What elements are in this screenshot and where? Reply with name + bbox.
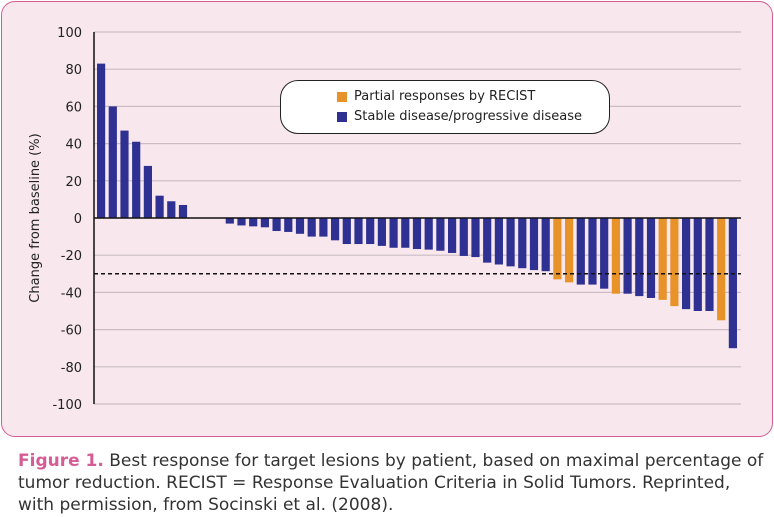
bar: [681, 218, 691, 310]
bar: [272, 218, 281, 232]
figure-caption: Figure 1. Best response for target lesio…: [18, 450, 768, 516]
caption-text: Best response for target lesions by pati…: [18, 451, 764, 515]
y-tick-label: 0: [74, 212, 82, 227]
y-tick-label: 40: [65, 138, 82, 153]
bar: [658, 218, 667, 300]
figure-frame: 100 80 60 40 20 0 -20 -40 -60 -80 -100 Change from …: [1, 1, 773, 437]
bar: [471, 218, 480, 258]
bar: [108, 106, 117, 218]
caption-label: Figure 1.: [18, 451, 104, 471]
legend-label: Partial responses by RECIST: [354, 89, 536, 104]
bar: [518, 218, 527, 269]
bar: [611, 218, 620, 294]
y-tick-label: 20: [65, 175, 82, 190]
bar: [155, 195, 164, 218]
bar: [178, 204, 188, 218]
bar: [389, 218, 398, 248]
bar: [447, 218, 457, 253]
bar: [330, 218, 340, 241]
bar: [494, 218, 503, 265]
bar: [600, 218, 609, 289]
bar: [459, 218, 468, 256]
y-tick-label: 100: [57, 26, 82, 41]
bar: [670, 218, 679, 307]
bar: [366, 218, 375, 245]
bar: [541, 218, 550, 272]
bar: [424, 218, 433, 250]
y-tick-label: -40: [61, 286, 82, 301]
bar: [506, 218, 515, 267]
y-tick-label: -60: [61, 324, 82, 339]
bar: [717, 218, 726, 321]
y-tick-label: -20: [61, 249, 82, 264]
bar: [553, 218, 562, 280]
bar: [588, 218, 597, 285]
bar: [249, 218, 258, 227]
bar: [646, 218, 656, 298]
bar: [237, 218, 246, 226]
bar: [635, 218, 644, 297]
bar: [412, 218, 422, 250]
bar: [705, 218, 714, 311]
y-tick-label: -80: [61, 361, 82, 376]
bar: [319, 218, 328, 237]
bar: [260, 218, 269, 228]
bar: [483, 218, 492, 263]
legend-item-stable: Stable disease/progressive disease: [337, 109, 582, 124]
bar: [132, 141, 141, 218]
bar: [436, 218, 445, 251]
bar: [284, 218, 293, 232]
bar: [623, 218, 632, 294]
bar: [225, 218, 234, 224]
y-tick-label: -100: [52, 398, 82, 413]
bar: [728, 218, 737, 349]
bar: [529, 218, 539, 271]
legend-item-partial: Partial responses by RECIST: [337, 89, 535, 104]
bar: [354, 218, 363, 245]
bar: [401, 218, 410, 248]
y-axis-label: Change from baseline (%): [28, 133, 43, 302]
bar: [97, 63, 106, 219]
bar: [307, 218, 316, 237]
y-tick-label: 80: [65, 63, 82, 78]
legend: Partial responses by RECIST Stable disea…: [280, 80, 610, 134]
waterfall-chart: 100 80 60 40 20 0 -20 -40 -60 -80 -100 Change from …: [28, 26, 741, 413]
legend-swatch-blue: [337, 111, 347, 122]
legend-swatch-orange: [337, 91, 347, 102]
bar: [693, 218, 702, 311]
bar: [295, 218, 305, 234]
bar: [564, 218, 574, 283]
bar: [576, 218, 585, 285]
legend-label: Stable disease/progressive disease: [354, 109, 582, 124]
y-tick-label: 60: [65, 100, 82, 115]
bar: [377, 218, 386, 246]
bar: [120, 130, 129, 218]
bar: [167, 201, 176, 218]
bar: [143, 165, 152, 218]
bar: [342, 218, 351, 245]
